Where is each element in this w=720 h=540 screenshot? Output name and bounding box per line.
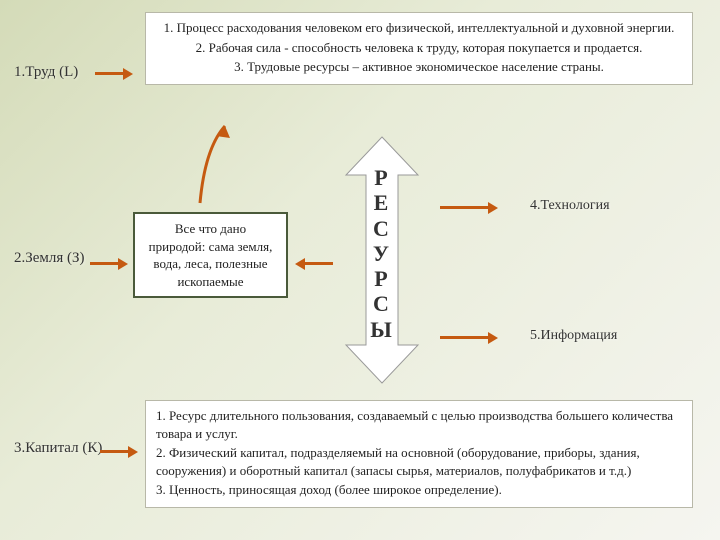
capital-def-1: Ресурс длительного пользования, создавае… (156, 408, 673, 441)
labor-def-2: Рабочая сила - способность человека к тр… (209, 40, 643, 55)
arrow-resources-to-land (305, 262, 333, 265)
label-labor: 1.Труд (L) (14, 64, 78, 81)
labor-definition-box: Процесс расходования человеком его физич… (145, 12, 693, 85)
label-capital: 3.Капитал (К) (14, 440, 102, 457)
label-land: 2.Земля (З) (14, 250, 85, 267)
arrow-capital-to-def (100, 450, 128, 453)
arrow-land-to-def (90, 262, 118, 265)
land-definition-box: Все что дано природой: сама земля, вода,… (133, 212, 288, 298)
arrow-resources-to-tech (440, 206, 488, 209)
labor-def-1: Процесс расходования человеком его физич… (177, 20, 675, 35)
land-def-text: Все что дано природой: сама земля, вода,… (149, 221, 273, 289)
labor-def-3: Трудовые ресурсы – активное экономическо… (247, 59, 604, 74)
arrow-labor-to-def (95, 72, 123, 75)
label-technology: 4.Технология (530, 198, 610, 214)
arrow-resources-to-info (440, 336, 488, 339)
capital-def-2: Физический капитал, подразделяемый на ос… (156, 445, 640, 478)
vertical-resources-label: РЕСУРСЫ (370, 165, 394, 342)
curve-arrow-land-to-top (190, 118, 250, 208)
capital-definition-box: Ресурс длительного пользования, создавае… (145, 400, 693, 508)
label-information: 5.Информация (530, 328, 617, 344)
capital-def-3: Ценность, приносящая доход (более широко… (169, 482, 502, 497)
